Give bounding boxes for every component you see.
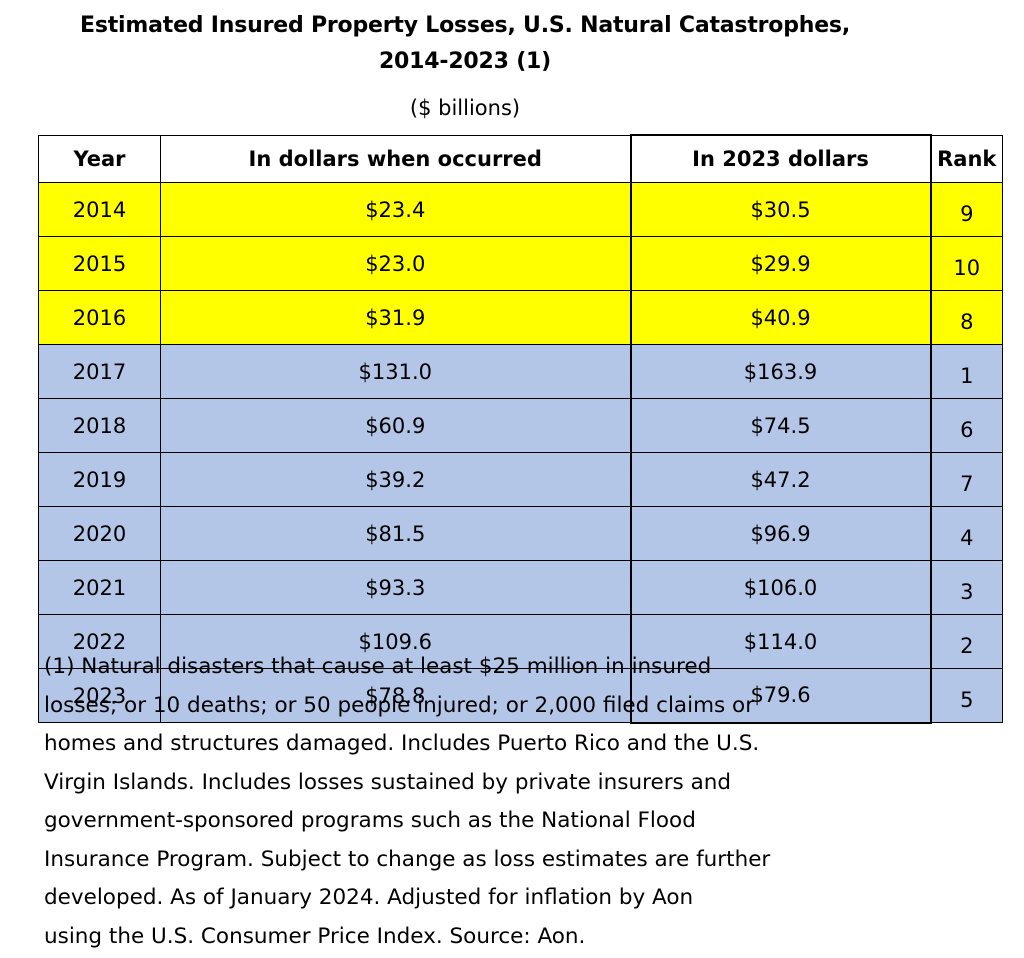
header-year: Year [38,134,161,183]
cell-year: 2018 [38,398,161,453]
cell-2023-dollars: $79.6 [629,668,932,724]
cell-rank: 4 [930,506,1003,561]
table-title-line-1: Estimated Insured Property Losses, U.S. … [80,13,850,38]
cell-year: 2014 [38,182,161,237]
header-2023-dollars: In 2023 dollars [629,134,932,183]
cell-year: 2020 [38,506,161,561]
cell-2023-dollars: $106.0 [629,560,932,615]
header-row: Year In dollars when occurred In 2023 do… [38,134,1003,183]
cell-rank: 8 [930,290,1003,345]
cell-year: 2021 [38,560,161,615]
table-row: 2019 $39.2 $47.2 7 [38,452,1003,507]
cell-dollars-when-occurred: $81.5 [160,506,631,561]
table-row: 2017 $131.0 $163.9 1 [38,344,1003,399]
cell-year: 2019 [38,452,161,507]
cell-year: 2015 [38,236,161,291]
cell-dollars-when-occurred: $23.4 [160,182,631,237]
table-body: 2014 $23.4 $30.5 9 2015 $23.0 $29.9 10 2016 $31.9… [38,182,1003,724]
cell-2023-dollars: $74.5 [629,398,932,453]
cell-year: 2017 [38,344,161,399]
table-row: 2015 $23.0 $29.9 10 [38,236,1003,291]
losses-table: Year In dollars when occurred In 2023 do… [38,134,1003,724]
footnote: (1) Natural disasters that cause at leas… [44,654,771,949]
cell-rank: 7 [930,452,1003,507]
table-row: 2018 $60.9 $74.5 6 [38,398,1003,453]
table-row: 2014 $23.4 $30.5 9 [38,182,1003,237]
cell-rank: 6 [930,398,1003,453]
cell-year: 2016 [38,290,161,345]
cell-rank: 1 [930,344,1003,399]
cell-2023-dollars: $40.9 [629,290,932,345]
cell-dollars-when-occurred: $23.0 [160,236,631,291]
table-row: 2023 $78.8 $79.6 5 [38,668,1003,724]
table-title: Estimated Insured Property Losses, U.S. … [0,8,930,80]
header-rank: Rank [930,134,1003,183]
cell-dollars-when-occurred: $31.9 [160,290,631,345]
cell-rank: 10 [930,236,1003,291]
cell-rank: 2 [930,614,1003,669]
table-row: 2021 $93.3 $106.0 3 [38,560,1003,615]
cell-2023-dollars: $30.5 [629,182,932,237]
table-subtitle: ($ billions) [409,96,521,120]
cell-rank: 3 [930,560,1003,615]
cell-year: 2023 [38,668,161,723]
cell-2023-dollars: $163.9 [629,344,932,399]
cell-dollars-when-occurred: $60.9 [160,398,631,453]
cell-dollars-when-occurred: $93.3 [160,560,631,615]
cell-2023-dollars: $114.0 [629,614,932,669]
cell-2023-dollars: $96.9 [629,506,932,561]
cell-rank: 5 [930,668,1003,723]
cell-2023-dollars: $29.9 [629,236,932,291]
cell-rank: 9 [930,182,1003,237]
table-row: 2020 $81.5 $96.9 4 [38,506,1003,561]
header-dollars-when-occurred: In dollars when occurred [160,134,631,183]
cell-dollars-when-occurred: $39.2 [160,452,631,507]
cell-year: 2022 [38,614,161,669]
table-title-line-2: 2014-2023 (1) [378,49,552,74]
cell-dollars-when-occurred: $131.0 [160,344,631,399]
table-row: 2016 $31.9 $40.9 8 [38,290,1003,345]
cell-2023-dollars: $47.2 [629,452,932,507]
cell-dollars-when-occurred: $78.8 [160,668,631,723]
